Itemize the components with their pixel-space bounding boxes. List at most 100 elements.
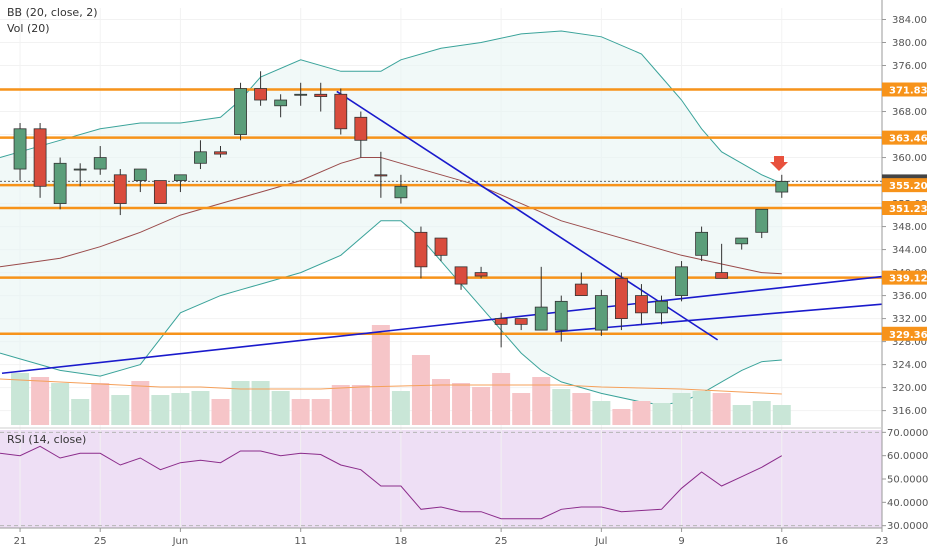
- volume-bar: [512, 393, 531, 425]
- volume-bar: [391, 391, 410, 425]
- price-label-text: 363.46: [889, 134, 928, 145]
- volume-bar: [191, 391, 210, 425]
- price-tick-label: 348.00: [892, 222, 927, 233]
- price-tick-label: 380.00: [892, 38, 927, 49]
- candle-body: [675, 266, 688, 296]
- volume-bar: [752, 401, 771, 425]
- price-label-box: [882, 82, 927, 97]
- bb-legend: BB (20, close, 2): [7, 6, 98, 19]
- price-tick-label: 376.00: [892, 61, 927, 72]
- bb-fill: [0, 31, 782, 405]
- candle-body: [274, 99, 288, 107]
- volume-bar: [51, 383, 70, 425]
- rsi-tick-label: 60.0000: [887, 451, 928, 462]
- price-label-text: 329.36: [889, 330, 928, 341]
- rsi-tick-label: 50.0000: [887, 475, 928, 486]
- rsi-tick-label: 40.0000: [887, 498, 928, 509]
- candle-body: [775, 181, 789, 193]
- candle-body: [53, 162, 67, 204]
- candle-body: [113, 174, 127, 204]
- volume-bar: [171, 393, 190, 425]
- bb-upper-line: [0, 30, 782, 184]
- price-label-text: 371.83: [889, 86, 928, 97]
- volume-bar: [572, 393, 591, 425]
- candle-body: [73, 168, 87, 171]
- volume-bar: [351, 385, 370, 425]
- volume-bars: [0, 325, 791, 425]
- time-tick-label: 23: [876, 536, 889, 547]
- time-tick-label: Jun: [172, 536, 189, 547]
- volume-bar: [291, 399, 310, 425]
- volume-bar: [492, 373, 511, 425]
- candle-body: [354, 116, 368, 141]
- horizontal-levels: [0, 88, 882, 336]
- rsi-panel-background: [0, 430, 882, 528]
- price-tick-label: 344.00: [892, 245, 927, 256]
- price-label-box: [882, 200, 927, 215]
- price-tick-label: 324.00: [892, 360, 927, 371]
- time-tick-label: Jul: [594, 536, 607, 547]
- time-tick-label: 16: [775, 536, 788, 547]
- candle-body: [594, 295, 608, 331]
- volume-bar: [11, 373, 30, 425]
- price-label-box: [882, 270, 927, 285]
- time-tick-label: 21: [14, 536, 27, 547]
- candle-body: [534, 306, 548, 331]
- volume-bar: [552, 389, 571, 425]
- volume-bar: [532, 377, 551, 425]
- volume-ma-line: [0, 378, 782, 395]
- volume-bar: [632, 401, 651, 425]
- candle-body: [374, 174, 388, 177]
- volume-bar: [692, 391, 711, 425]
- candle-body: [695, 231, 708, 256]
- candle-body: [715, 272, 729, 279]
- volume-bar: [151, 395, 170, 425]
- volume-bar: [111, 395, 130, 425]
- rsi-legend: RSI (14, close): [7, 433, 86, 446]
- trendline: [555, 303, 883, 333]
- volume-bar: [592, 401, 611, 425]
- time-tick-label: 25: [495, 536, 508, 547]
- volume-bar: [271, 391, 290, 425]
- candle-body: [554, 300, 568, 331]
- volume-bar: [672, 393, 691, 425]
- trendlines: [1, 90, 883, 375]
- price-tick-label: 332.00: [892, 314, 927, 325]
- candle-body: [234, 88, 247, 135]
- candle-body: [334, 93, 348, 130]
- volume-bar: [432, 379, 450, 425]
- trendline: [336, 90, 719, 341]
- candle-body: [454, 266, 468, 285]
- candle-body: [574, 283, 588, 296]
- time-tick-label: 11: [294, 536, 307, 547]
- rsi-tick-label: 30.0000: [887, 521, 928, 532]
- candle-body: [414, 231, 428, 268]
- price-label-text: 355.20: [889, 181, 928, 192]
- volume-bar: [452, 383, 471, 425]
- candle-body: [314, 93, 328, 97]
- vol-legend: Vol (20): [7, 22, 50, 35]
- price-tick-label: 368.00: [892, 107, 927, 118]
- volume-bar: [331, 385, 350, 425]
- price-label-text: 351.23: [889, 204, 928, 215]
- volume-bar: [311, 399, 330, 425]
- candle-body: [655, 300, 668, 314]
- candle-body: [735, 237, 749, 245]
- price-tick-label: 316.00: [892, 406, 927, 417]
- volume-bar: [772, 405, 791, 425]
- candle-body: [133, 168, 147, 181]
- candle-body: [214, 151, 227, 155]
- trendline: [1, 275, 883, 375]
- price-label-box: [882, 130, 927, 145]
- volume-bar: [371, 325, 390, 425]
- volume-bar: [652, 403, 671, 425]
- price-label-box: [882, 326, 927, 341]
- candle-body: [13, 128, 27, 170]
- candle-body: [153, 180, 167, 204]
- price-tick-label: 320.00: [892, 383, 927, 394]
- price-tick-label: 336.00: [892, 291, 927, 302]
- candle-body: [755, 208, 769, 233]
- candle-body: [635, 295, 648, 314]
